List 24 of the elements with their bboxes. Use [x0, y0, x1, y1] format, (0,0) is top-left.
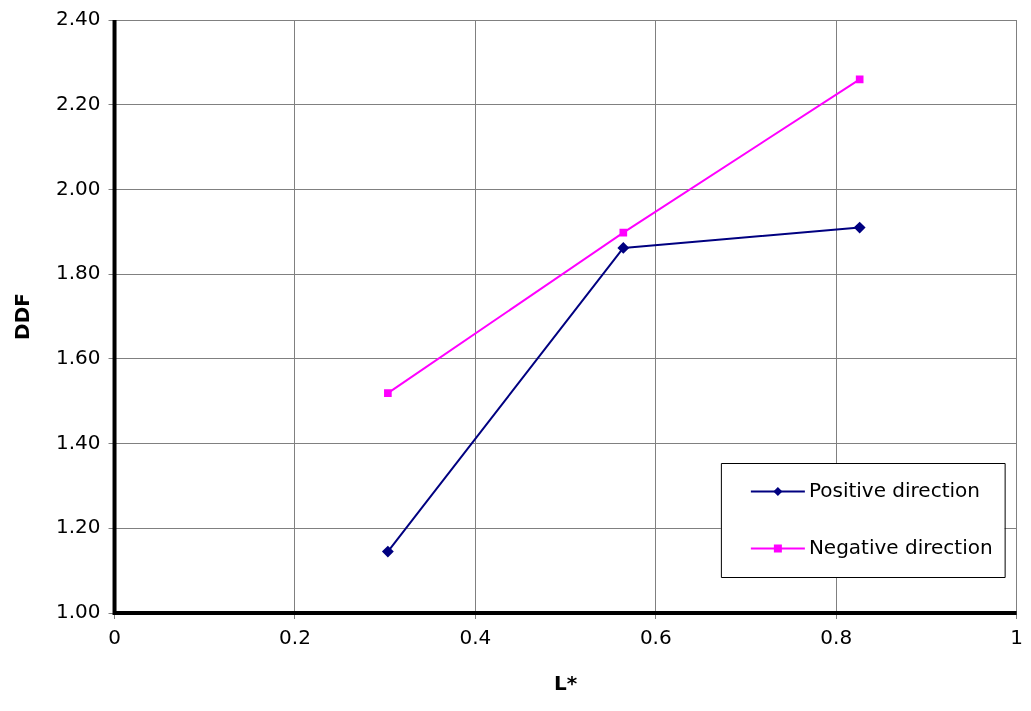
x-tick-label: 0.6	[639, 625, 672, 650]
point	[384, 389, 392, 397]
point	[619, 228, 628, 237]
point	[617, 242, 629, 254]
y-tick-label: 1.80	[56, 260, 101, 285]
point	[382, 546, 394, 558]
x-tick-label: 0.2	[279, 625, 311, 650]
y-tick-label: 2.00	[56, 175, 101, 200]
y-tick-label: 2.20	[56, 90, 101, 115]
legend-label: Negative direction	[808, 534, 993, 559]
y-tick-label: 2.40	[56, 6, 101, 31]
x-tick-label: 0.8	[820, 625, 853, 650]
y-axis-title: DDF	[10, 293, 35, 340]
point	[855, 75, 864, 84]
y-tick-label: 1.40	[56, 429, 101, 454]
x-tick-label: 0.4	[459, 625, 492, 650]
x-axis-title: L*	[553, 671, 578, 696]
x-tick-label: 0	[108, 625, 121, 650]
y-tick-label: 1.60	[56, 345, 101, 370]
y-tick-label: 1.00	[56, 599, 101, 624]
x-tick-label: 1	[1010, 625, 1023, 650]
y-tick-label: 1.20	[56, 514, 101, 539]
legend-label: Positive direction	[808, 477, 980, 502]
point	[854, 222, 866, 234]
